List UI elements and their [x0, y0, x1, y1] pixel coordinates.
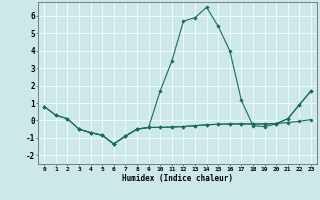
X-axis label: Humidex (Indice chaleur): Humidex (Indice chaleur): [122, 174, 233, 183]
